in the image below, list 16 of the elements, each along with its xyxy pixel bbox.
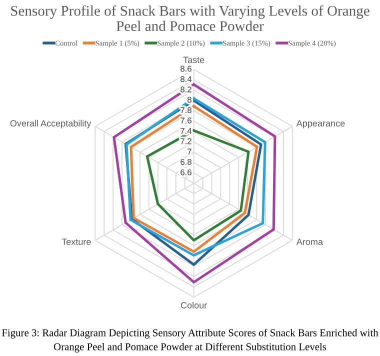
y-tick-label: 7.2 <box>180 138 192 144</box>
y-tick-label: 7.4 <box>180 128 192 134</box>
y-tick-label: 8.6 <box>180 66 192 72</box>
spoke-label: Appearance <box>296 120 345 128</box>
spoke-label: Overall Acceptability <box>10 120 92 128</box>
y-tick-label: 7.6 <box>180 118 192 124</box>
spoke-label: Taste <box>183 56 204 64</box>
chart-title: Sensory Profile of Snack Bars with Varying Levels of Orange Peel and Pomace Powder <box>11 5 370 32</box>
y-tick-label: 8.4 <box>180 76 192 82</box>
y-tick-label: 6.8 <box>180 158 192 165</box>
spoke-label: Texture <box>62 238 91 245</box>
y-tick-label: 6.6 <box>180 169 192 176</box>
spoke-label: Colour <box>180 302 207 308</box>
spoke-label: Aroma <box>296 238 323 245</box>
caption: Figure 3: Radar Diagram Depicting Sensory Attribute Scores of Snack Bars Enriched with Orange Peel and Pomace Powder at Different Substitution Levels <box>2 328 378 352</box>
y-tick-label: 7 <box>188 148 192 154</box>
